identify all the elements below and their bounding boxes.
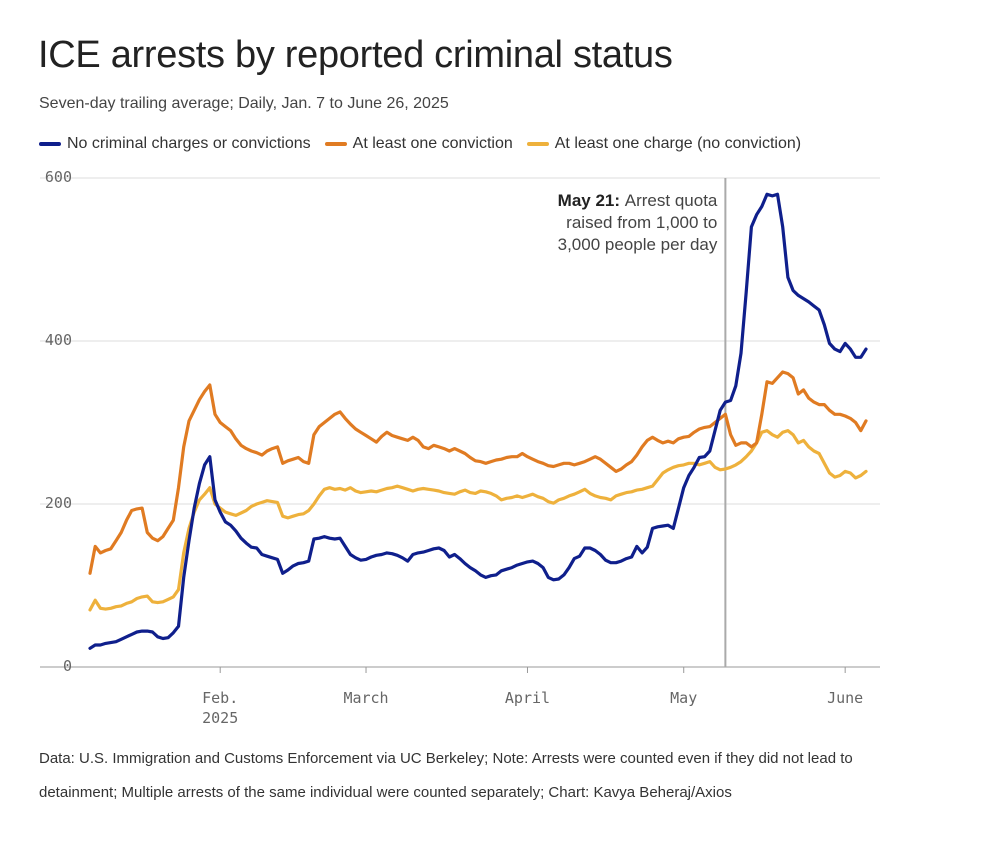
legend: No criminal charges or convictions At le… (39, 135, 815, 153)
chart-title: ICE arrests by reported criminal status (38, 34, 673, 76)
y-tick-label-400: 400 (45, 331, 72, 349)
y-tick-label-600: 600 (45, 168, 72, 186)
x-tick-label-june: June (827, 689, 863, 707)
annotation-text-1: Arrest quota (625, 191, 718, 210)
footer-credits: Data: U.S. Immigration and Customs Enfor… (39, 750, 853, 801)
y-tick-label-0: 0 (63, 657, 72, 675)
series-line-no-criminal (88, 192, 868, 650)
annotation-line-3: 3,000 people per day (558, 235, 718, 254)
legend-swatch-charge (526, 142, 549, 146)
y-tick-label-200: 200 (45, 494, 72, 512)
annotation-date: May 21: (558, 191, 625, 210)
legend-label-conviction: At least one conviction (352, 135, 513, 152)
legend-swatch-conviction (324, 142, 347, 146)
legend-label-no-criminal: No criminal charges or convictions (67, 135, 311, 152)
annotation-line-1: May 21: Arrest quota (558, 191, 718, 210)
x-tick-label-april: April (505, 689, 550, 707)
annotation-line-2: raised from 1,000 to (566, 213, 717, 232)
x-tick-label-march: March (343, 689, 388, 707)
legend-item-charge: At least one charge (no conviction) (526, 135, 802, 153)
x-tick-label-may: May (670, 689, 697, 707)
legend-item-conviction: At least one conviction (324, 135, 513, 153)
legend-item-no-criminal: No criminal charges or convictions (39, 135, 311, 153)
series-line-charge (88, 429, 868, 612)
x-tick-label-feb: Feb. (202, 689, 238, 707)
x-tick-sublabel-year: 2025 (202, 709, 238, 727)
legend-label-charge: At least one charge (no conviction) (554, 135, 802, 152)
series-line-conviction (88, 370, 868, 575)
chart-subtitle: Seven-day trailing average; Daily, Jan. … (39, 95, 449, 112)
legend-swatch-no-criminal (39, 142, 61, 146)
line-chart: 0 200 400 600 Feb. 2025 March April May June May 2… (40, 168, 880, 727)
